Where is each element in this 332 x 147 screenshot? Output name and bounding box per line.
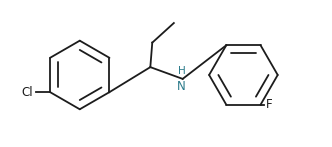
Text: H: H bbox=[178, 66, 186, 76]
Text: N: N bbox=[177, 80, 186, 93]
Text: Cl: Cl bbox=[22, 86, 34, 99]
Text: F: F bbox=[266, 98, 272, 111]
